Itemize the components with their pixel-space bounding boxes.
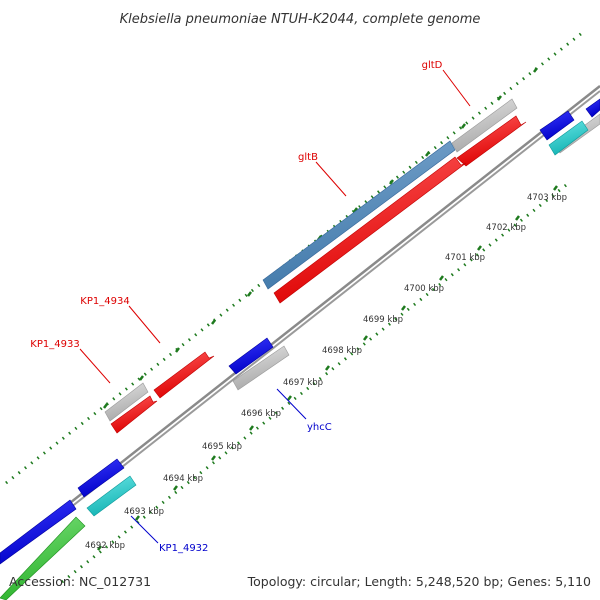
ruler-tick-label: 4700 kbp — [404, 284, 444, 294]
outer-ruler-line — [5, 31, 583, 485]
upper-right-cds-arrow[interactable] — [539, 110, 575, 141]
gltD-gene-feature[interactable] — [451, 98, 518, 153]
gltB-label[interactable]: gltB — [298, 152, 318, 163]
ruler-tick-label: 4698 kbp — [322, 346, 362, 356]
gltB-leader — [315, 161, 347, 197]
KP1_4934-leader — [128, 305, 161, 344]
KP1_4932-upper-cds-arrow[interactable] — [77, 458, 125, 498]
ruler-tick-label: 4699 kbp — [363, 315, 403, 325]
map-title: Klebsiella pneumoniae NTUH-K2044, comple… — [120, 12, 481, 27]
KP1_4933-gene-feature[interactable] — [104, 382, 149, 422]
KP1_4932-label[interactable]: KP1_4932 — [159, 543, 208, 554]
ruler-tick-label: 4692 kbp — [85, 541, 125, 551]
gltD-cds-arrow[interactable] — [456, 115, 527, 167]
yhcC-leader — [276, 388, 307, 420]
genome-summary-text: Topology: circular; Length: 5,248,520 bp… — [247, 574, 591, 589]
yhcC-gene-feature[interactable] — [232, 345, 290, 391]
gltB-cds-arrow[interactable] — [273, 156, 467, 304]
KP1_4933-leader — [79, 348, 111, 384]
ruler-tick-label: 4702 kbp — [486, 223, 526, 233]
gltB-gene-feature[interactable] — [262, 140, 456, 290]
KP1_4934-cds-arrow[interactable] — [153, 351, 215, 399]
left-edge-green-feature[interactable] — [0, 516, 86, 600]
ruler-tick-label: 4697 kbp — [283, 378, 323, 388]
KP1_4934-label[interactable]: KP1_4934 — [80, 296, 129, 307]
left-edge-cds-arrow[interactable] — [0, 499, 77, 565]
upper-right-edge-cds-arrow[interactable] — [585, 98, 600, 118]
ruler-tick-label: 4693 kbp — [124, 507, 164, 517]
ruler-tick-label: 4701 kbp — [445, 253, 485, 263]
gltD-leader — [442, 69, 471, 107]
label-leader-lines — [79, 69, 471, 544]
inner-ruler-ticks — [97, 185, 558, 551]
gltD-label[interactable]: gltD — [422, 60, 443, 71]
ruler-tick-label: 4696 kbp — [241, 409, 281, 419]
yhcC-cds-arrow[interactable] — [228, 337, 274, 375]
KP1_4932-leader — [130, 515, 159, 544]
KP1_4933-cds-arrow[interactable] — [110, 395, 158, 434]
KP1_4933-label[interactable]: KP1_4933 — [30, 339, 79, 350]
outer-ruler-ticks — [103, 67, 538, 409]
accession-text: Accession: NC_012731 — [9, 574, 151, 589]
ruler-tick-label: 4703 kbp — [527, 193, 567, 203]
ruler-tick-label: 4694 kbp — [163, 474, 203, 484]
KP1_4932-cyan-feature[interactable] — [86, 475, 137, 517]
upper-right-cyan-feature[interactable] — [548, 120, 589, 156]
ruler-tick-label: 4695 kbp — [202, 442, 242, 452]
yhcC-label[interactable]: yhcC — [307, 422, 332, 433]
